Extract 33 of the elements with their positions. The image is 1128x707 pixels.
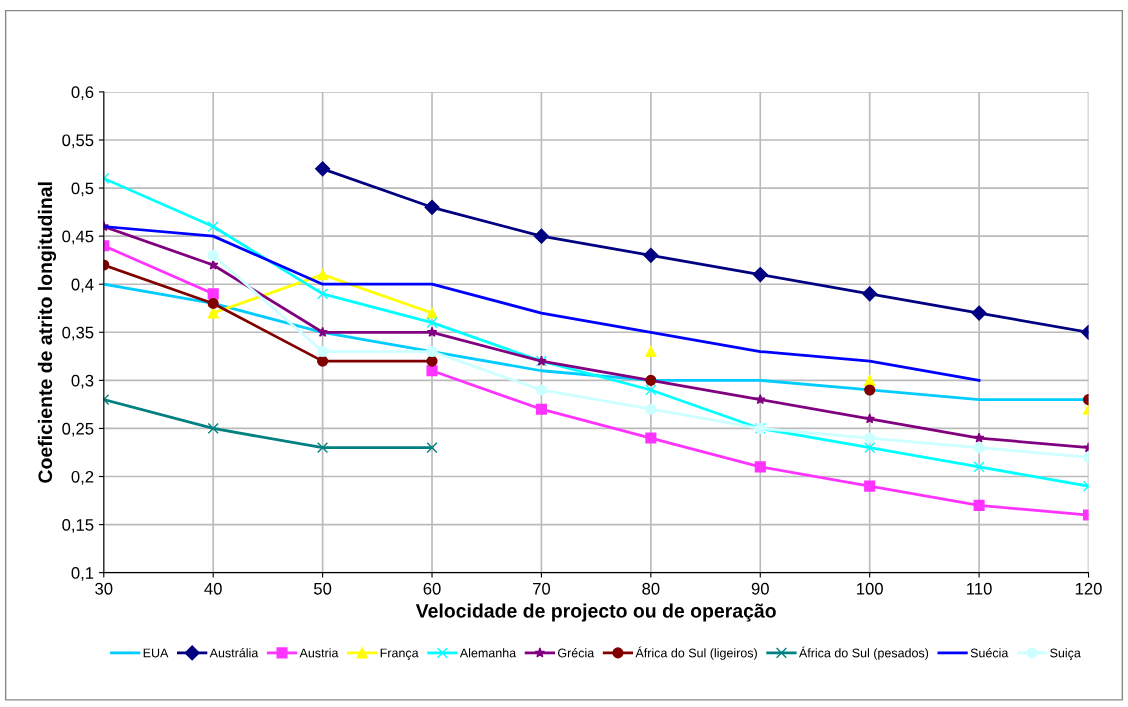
x-tick-label: 110 <box>967 582 992 595</box>
x-tick-label: 90 <box>751 582 769 595</box>
legend-label: EUA <box>143 648 169 658</box>
legend-label: Grécia <box>558 648 595 658</box>
x-tick-label: 100 <box>857 582 883 595</box>
y-tick-label: 0,3 <box>71 374 94 389</box>
y-axis-title: Coeficiente de atrito longitudinal <box>37 182 57 483</box>
legend-label: África do Sul (pesados) <box>798 646 929 660</box>
legend-label: Austria <box>299 648 339 658</box>
legend-label: Suiça <box>1050 648 1081 660</box>
legend-label: França <box>380 648 419 660</box>
y-tick-label: 0,35 <box>62 326 94 341</box>
y-tick-label: 0,5 <box>71 182 94 197</box>
y-tick-label: 0,2 <box>71 470 94 485</box>
legend-label: Austrália <box>209 648 259 658</box>
x-tick-label: 60 <box>423 582 441 595</box>
x-tick-label: 50 <box>314 582 332 595</box>
y-tick-label: 0,45 <box>62 230 94 245</box>
y-tick-label: 0,55 <box>62 134 94 149</box>
legend-label: Suécia <box>970 648 1009 658</box>
x-tick-label: 40 <box>204 582 222 595</box>
x-tick-label: 120 <box>1075 582 1102 595</box>
x-axis-title: Velocidade de projecto ou de operação <box>415 603 776 622</box>
y-tick-label: 0,6 <box>71 86 94 101</box>
y-tick-label: 0,25 <box>62 422 94 437</box>
x-tick-label: 80 <box>642 582 660 595</box>
legend-label: Alemanha <box>459 648 517 658</box>
x-tick-label: 30 <box>95 582 113 595</box>
x-tick-label: 70 <box>533 582 551 595</box>
y-tick-label: 0,1 <box>71 567 94 581</box>
legend-label: África do Sul (ligeiros) <box>635 646 757 660</box>
y-tick-label: 0,4 <box>71 278 94 293</box>
y-tick-label: 0,15 <box>62 519 94 533</box>
